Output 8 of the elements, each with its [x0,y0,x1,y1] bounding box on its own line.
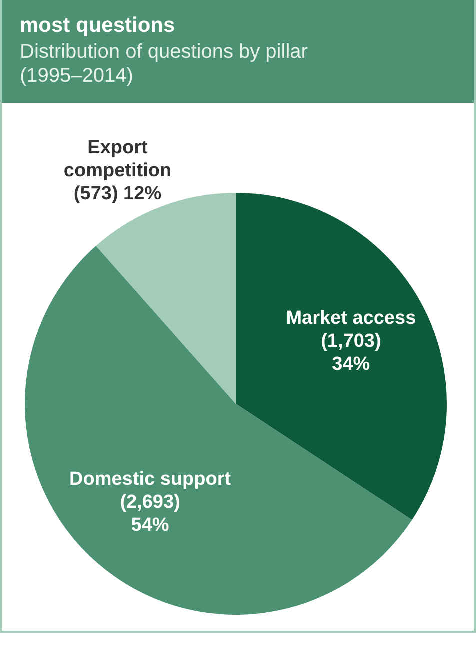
data-label: (2,693) 54% [120,492,180,536]
chart-subtitle: Distribution of questions by pillar (1995–2014) [20,40,309,88]
data-label: (1,703) 34% [321,331,382,376]
chart-title: most questions [20,14,176,38]
data-label: (573) 12% [74,183,162,204]
slice-label: Market access [286,308,416,330]
slice-label: Export competition [64,137,172,182]
slice-label: Domestic support [70,469,232,490]
